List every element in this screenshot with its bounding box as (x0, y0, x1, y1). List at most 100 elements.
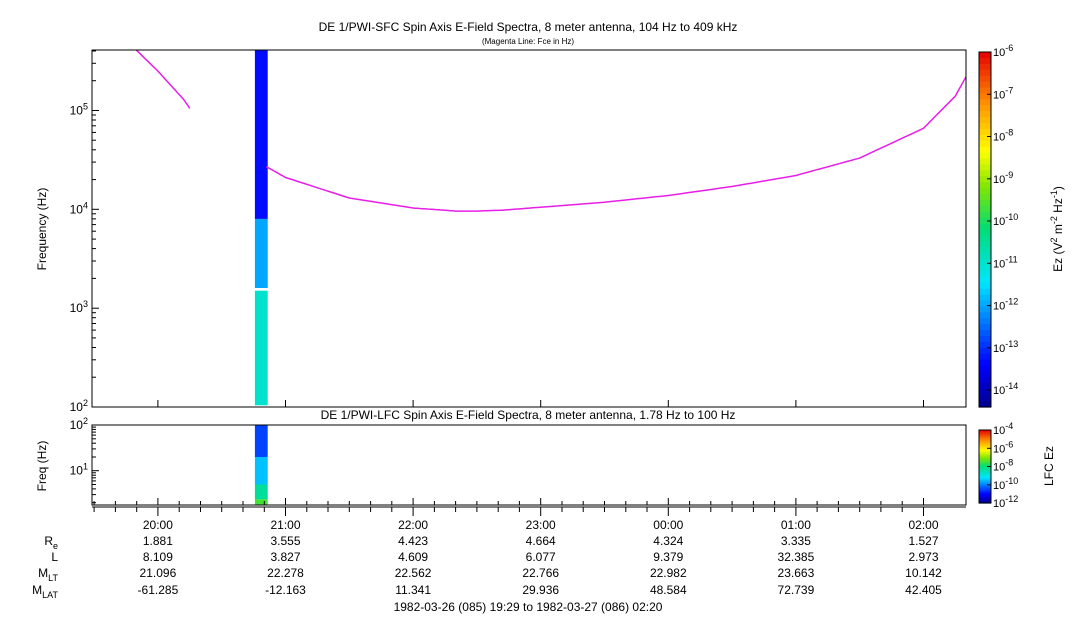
bottom-colorbar-cell (979, 451, 991, 454)
bottom-colorbar-cell (979, 473, 991, 476)
bottom-colorbar-cell (979, 483, 991, 486)
bottom-spectrogram-segment-1 (254, 484, 268, 500)
top-colorbar-cell (979, 265, 991, 272)
bottom-y-tick-label: 102 (70, 416, 88, 432)
bottom-plot-frame (91, 424, 967, 506)
bottom-y-axis-label: Freq (Hz) (35, 441, 49, 492)
top-colorbar-cell (979, 128, 991, 136)
ephemeris-value: 22.982 (650, 566, 687, 580)
top-colorbar-cell (979, 324, 991, 331)
top-colorbar-cell (979, 247, 991, 254)
bottom-colorbar-cell (979, 431, 991, 434)
ephemeris-value: 11.341 (395, 583, 431, 597)
top-colorbar-cell (979, 111, 991, 118)
ephemeris-value: -12.163 (265, 583, 306, 597)
bottom-colorbar-cell (979, 493, 991, 496)
ephemeris-value: 42.405 (905, 583, 942, 597)
bottom-colorbar-cell (979, 470, 991, 472)
top-colorbar-cell (979, 81, 991, 89)
bottom-spectrogram-segment-3 (254, 425, 268, 457)
ephemeris-value: 72.739 (778, 583, 815, 597)
ephemeris-label: MLT (38, 566, 58, 583)
bottom-colorbar-cell (979, 496, 991, 499)
top-colorbar-tick-label: 10-12 (993, 297, 1018, 313)
top-colorbar-cell (979, 57, 991, 65)
bottom-colorbar-cell (979, 433, 991, 436)
ephemeris-value: 22.766 (522, 566, 559, 580)
time-tick-label: 20:00 (143, 518, 173, 532)
bottom-colorbar-cell (979, 465, 991, 468)
bottom-colorbar-cell (979, 479, 991, 482)
top-colorbar-cell (979, 259, 991, 266)
top-colorbar-tick-label: 10-14 (993, 381, 1018, 397)
bottom-colorbar-cell (979, 439, 991, 442)
bottom-colorbar-cell (979, 444, 991, 447)
bottom-colorbar-cell (979, 487, 991, 489)
top-panel-subtitle: (Magenta Line: Fce in Hz) (482, 37, 574, 46)
top-colorbar-cell (979, 395, 991, 402)
bottom-colorbar-cell (979, 471, 991, 474)
ephemeris-value: 29.936 (522, 583, 559, 597)
top-y-axis: 102 103 104 105 (70, 50, 99, 414)
top-colorbar-cell (979, 63, 991, 71)
fce-line-group (135, 50, 966, 212)
bottom-colorbar-tick-label: 10-10 (993, 476, 1018, 492)
ephemeris-value: 10.142 (905, 566, 942, 580)
ephemeris-value: 4.324 (653, 534, 683, 548)
ephemeris-value: 3.335 (781, 534, 811, 548)
ephemeris-value: 48.584 (650, 583, 687, 597)
bottom-colorbar-cell (979, 485, 991, 488)
bottom-colorbar-cell (979, 438, 991, 441)
bottom-spectrogram-segment-0 (254, 499, 268, 505)
top-colorbar-cell (979, 211, 991, 219)
time-tick-label: 21:00 (270, 518, 300, 532)
top-colorbar-cell (979, 235, 991, 242)
top-colorbar-cell (979, 182, 991, 189)
top-colorbar-cell (979, 146, 991, 154)
top-colorbar-cell (979, 312, 991, 319)
bottom-colorbar-cell (979, 492, 991, 494)
top-colorbar-cell (979, 401, 991, 408)
bottom-colorbar-cell (979, 484, 991, 487)
bottom-colorbar-cell (979, 472, 991, 475)
top-colorbar-cell (979, 318, 991, 325)
top-colorbar-tick-label: 10-13 (993, 339, 1018, 355)
bottom-colorbar-cell (979, 445, 991, 448)
bottom-colorbar-cell (979, 490, 991, 493)
ephemeris-label: L (51, 550, 58, 564)
top-colorbar-cell (979, 282, 991, 290)
top-panel-title: DE 1/PWI-SFC Spin Axis E-Field Spectra, … (319, 20, 738, 34)
top-colorbar-cell (979, 99, 991, 106)
time-tick-label: 01:00 (781, 518, 811, 532)
top-colorbar-cell (979, 75, 991, 83)
top-colorbar-cell (979, 176, 991, 183)
ephemeris-table: Re 1.881 3.555 4.423 4.664 4.324 3.335 1.527 L 8.… (32, 534, 942, 600)
bottom-spectrogram-segment-2 (254, 457, 268, 485)
top-colorbar: 10-6 10-7 10-8 10-9 10-10 10-11 10-12 10-13 10-1… (978, 43, 1018, 408)
top-colorbar-cell (979, 371, 991, 379)
bottom-colorbar-tick-label: 10-6 (993, 439, 1013, 455)
bottom-panel-title: DE 1/PWI-LFC Spin Axis E-Field Spectra, … (321, 408, 736, 422)
bottom-colorbar-cell (979, 455, 991, 458)
top-colorbar-label: Ez (V2 m-2 Hz-1) (1049, 186, 1065, 272)
bottom-colorbar-tick-label: 10-12 (993, 494, 1018, 510)
bottom-colorbar-cell (979, 448, 991, 451)
bottom-colorbar-cell (979, 499, 991, 502)
bottom-colorbar-cell (979, 478, 991, 481)
bottom-colorbar-cell (979, 461, 991, 464)
bottom-colorbar-cell (979, 437, 991, 440)
top-colorbar-cell (979, 69, 991, 77)
top-y-tick-label: 105 (70, 102, 88, 118)
top-colorbar-frame (978, 51, 992, 408)
top-colorbar-cell (979, 199, 991, 207)
top-spectrogram-segment-0 (254, 290, 268, 406)
ephemeris-value: 4.664 (526, 534, 556, 548)
ephemeris-value: 22.562 (395, 566, 432, 580)
ephemeris-value: 3.555 (270, 534, 300, 548)
bottom-colorbar-label: LFC Ez (1042, 446, 1056, 486)
top-colorbar-cell (979, 253, 991, 260)
time-tick-label: 22:00 (398, 518, 428, 532)
ephemeris-value: 1.527 (908, 534, 938, 548)
top-colorbar-tick-label: 10-10 (993, 212, 1018, 228)
top-colorbar-cell (979, 117, 991, 124)
